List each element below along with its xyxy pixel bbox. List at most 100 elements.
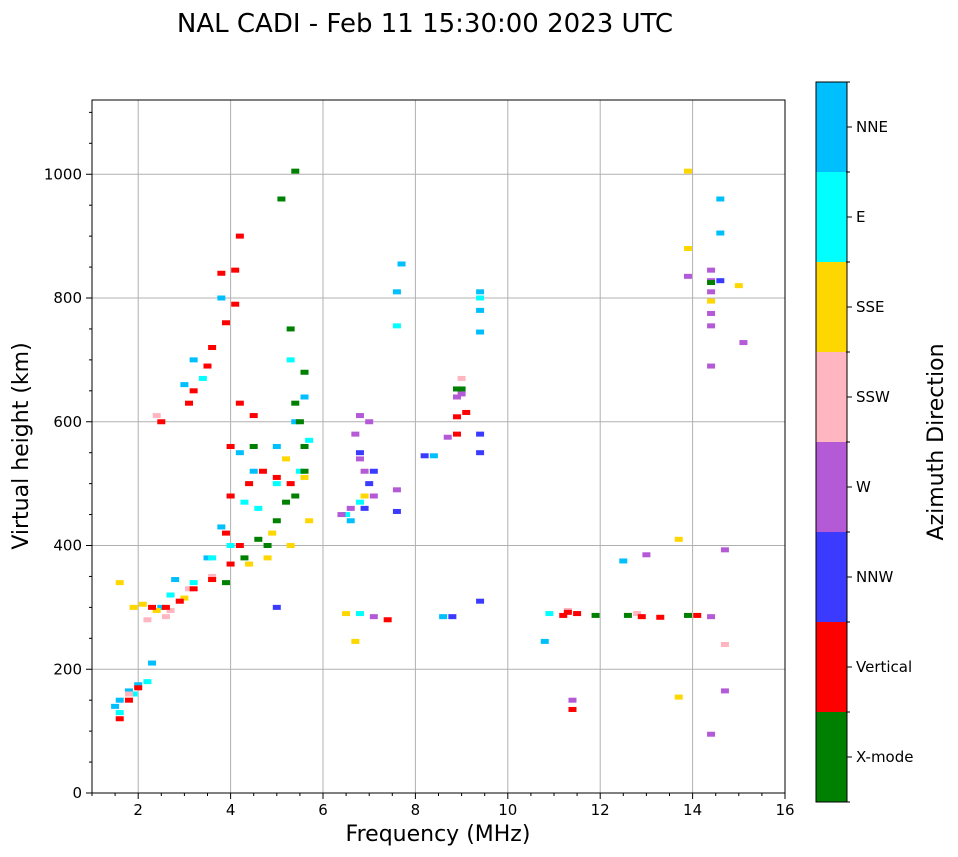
data-point-e [392,323,401,329]
data-point-nne [171,577,180,583]
data-point-w [457,391,466,397]
data-point-sse [342,611,351,617]
data-point-sse [129,604,138,610]
data-point-sse [138,601,147,607]
data-point-vertical [189,388,198,394]
colorbar-segment [816,532,847,622]
colorbar-label: X-mode [856,748,913,766]
y-tick-label: 600 [53,413,82,431]
data-point-w [707,323,716,329]
data-point-sse [734,283,743,289]
data-point-e [286,357,295,363]
data-point-vertical [185,400,194,406]
y-tick-label: 200 [53,660,82,678]
data-point-nnw [365,481,374,487]
data-point-w [355,413,364,419]
data-point-e [129,691,138,697]
data-point-x-mode [277,196,286,202]
data-point-sse [707,298,716,304]
data-point-x-mode [683,612,692,618]
data-point-w [452,394,461,400]
data-point-w [720,688,729,694]
data-point-sse [683,168,692,174]
y-tick-label: 0 [72,784,82,802]
data-point-ssw [208,573,217,579]
data-point-x-mode [291,400,300,406]
x-tick-label: 6 [318,801,328,819]
data-point-sse [263,555,272,561]
x-tick-label: 10 [498,801,517,819]
data-point-sse [152,607,161,613]
colorbar-label: W [856,478,871,496]
data-point-nne [217,295,226,301]
data-point-nnw [392,508,401,514]
colorbar-segment [816,712,847,802]
data-point-vertical [226,561,235,567]
data-point-vertical [286,481,295,487]
data-point-nne [235,450,244,456]
data-point-vertical [175,598,184,604]
data-point-vertical [245,481,254,487]
colorbar-label: SSW [856,388,890,406]
data-point-nnw [476,431,485,437]
data-point-e [254,505,263,511]
data-point-e [476,295,485,301]
data-point-nnw [355,450,364,456]
data-point-e [166,592,175,598]
data-point-w [720,547,729,553]
data-point-nne [180,382,189,388]
data-point-nne [217,524,226,530]
data-point-vertical [235,400,244,406]
data-point-sse [286,543,295,548]
data-point-w [707,363,716,369]
data-point-vertical [231,267,240,273]
data-point-w [346,505,355,511]
data-point-nne [124,688,133,694]
data-point-w [337,512,346,518]
colorbar-segment [816,82,847,172]
colorbar-segment [816,352,847,442]
data-point-nnw [716,278,725,284]
data-point-x-mode [457,386,466,392]
data-point-e [208,555,217,561]
colorbar-label: Vertical [856,658,912,676]
data-point-vertical [208,345,217,350]
data-point-vertical [462,409,471,415]
data-point-vertical [383,617,392,623]
data-point-vertical [235,233,244,239]
data-point-w [642,552,651,558]
colorbar-label: NNE [856,118,888,136]
data-point-x-mode [300,444,309,449]
data-point-sse [268,530,277,536]
data-point-vertical [563,609,572,615]
data-point-vertical [226,493,235,499]
data-point-nne [716,196,725,202]
data-point-vertical [249,413,258,419]
data-point-nne [619,558,628,564]
colorbar-label: NNW [856,568,893,586]
data-point-x-mode [291,168,300,174]
x-axis-label: Frequency (MHz) [346,822,531,847]
data-point-w [392,487,401,493]
data-point-w [739,340,748,346]
data-point-vertical [157,419,166,425]
data-point-x-mode [591,612,600,618]
data-point-x-mode [291,493,300,499]
data-point-e [115,710,124,716]
data-point-w [351,431,360,437]
data-point-nne [476,329,485,335]
data-point-sse [351,638,360,644]
data-point-e [545,611,554,617]
data-point-w [707,310,716,316]
data-point-x-mode [221,580,230,586]
axis-ticks: 2 4 6 8 10 12 14 16 0 200 400 600 800 1000 [44,111,795,819]
data-point-sse [245,561,254,567]
data-point-sse [180,595,189,601]
data-point-vertical [637,614,646,620]
data-point-e [305,437,314,443]
data-point-nnw [272,604,281,610]
data-point-vertical [235,543,244,548]
data-points [111,168,748,737]
data-point-ssw [152,413,161,419]
data-point-nne [148,660,157,666]
